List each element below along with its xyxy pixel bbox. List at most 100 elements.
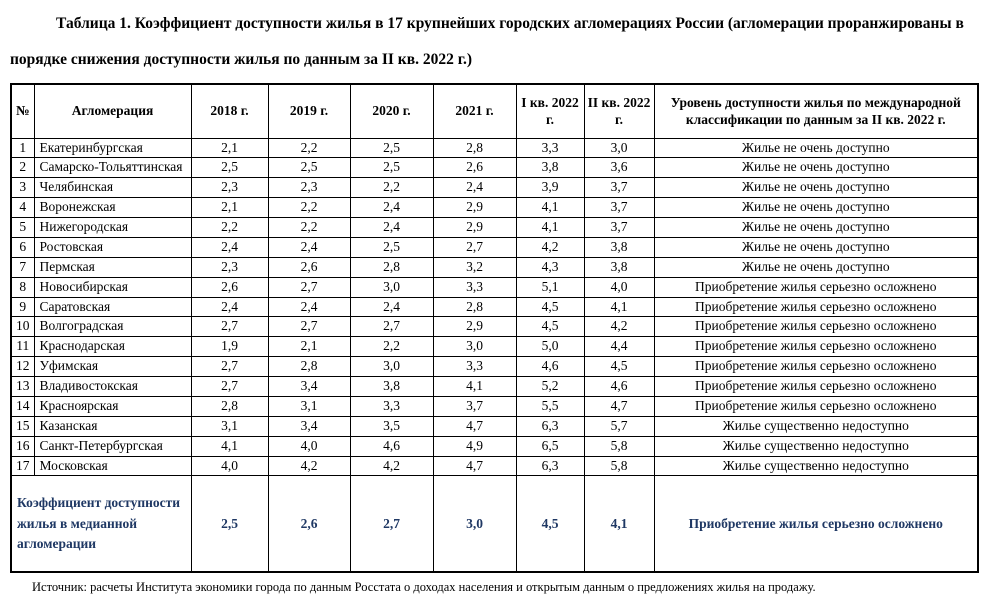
availability-level: Жилье не очень доступно bbox=[653, 137, 979, 159]
table-row: 2 Самарско-Тольяттинская 2,5 2,5 2,5 2,6 3,8 3,… bbox=[10, 157, 979, 179]
coefficient-value: 3,2 bbox=[432, 256, 517, 278]
coefficient-value: 3,0 bbox=[349, 276, 434, 298]
coefficient-value: 2,5 bbox=[190, 157, 269, 179]
row-number: 4 bbox=[10, 197, 35, 218]
column-header: № bbox=[10, 83, 35, 139]
coefficient-value: 2,8 bbox=[267, 356, 351, 377]
row-number: 13 bbox=[10, 376, 35, 397]
coefficient-value: 2,7 bbox=[190, 316, 269, 338]
column-header: I кв. 2022 г. bbox=[515, 83, 585, 139]
availability-level: Приобретение жилья серьезно осложнено bbox=[653, 296, 979, 318]
coefficient-value: 3,9 bbox=[515, 177, 585, 199]
coefficient-value: 2,2 bbox=[349, 336, 434, 358]
row-number: 11 bbox=[10, 336, 35, 358]
agglomeration-name: Санкт-Петербургская bbox=[33, 435, 192, 457]
coefficient-value: 3,3 bbox=[432, 276, 517, 298]
agglomeration-name: Саратовская bbox=[33, 296, 192, 318]
table-row: 16 Санкт-Петербургская 4,1 4,0 4,6 4,9 6,5 5,8 Ж… bbox=[10, 435, 979, 457]
coefficient-value: 3,1 bbox=[267, 395, 351, 417]
coefficient-value: 4,4 bbox=[583, 336, 655, 358]
coefficient-value: 3,8 bbox=[583, 256, 655, 278]
coefficient-value: 5,1 bbox=[515, 276, 585, 298]
availability-level: Жилье существенно недоступно bbox=[653, 435, 979, 457]
row-number: 15 bbox=[10, 415, 35, 437]
coefficient-value: 6,3 bbox=[515, 415, 585, 437]
coefficient-value: 4,7 bbox=[583, 395, 655, 417]
coefficient-value: 3,3 bbox=[432, 356, 517, 377]
coefficient-value: 1,9 bbox=[190, 336, 269, 358]
row-number: 9 bbox=[10, 296, 35, 318]
coefficient-value: 2,2 bbox=[349, 177, 434, 199]
coefficient-value: 2,8 bbox=[432, 137, 517, 159]
coefficient-value: 2,3 bbox=[267, 177, 351, 199]
coefficient-value: 4,6 bbox=[583, 376, 655, 397]
row-number: 5 bbox=[10, 217, 35, 238]
table-row: 6 Ростовская 2,4 2,4 2,5 2,7 4,2 3,8 Жилье не оч… bbox=[10, 236, 979, 258]
availability-level: Приобретение жилья серьезно осложнено bbox=[653, 316, 979, 338]
table-row: 4 Воронежская 2,1 2,2 2,4 2,9 4,1 3,7 Жилье не о… bbox=[10, 197, 979, 218]
row-number: 6 bbox=[10, 236, 35, 258]
coefficient-value: 2,7 bbox=[267, 316, 351, 338]
coefficient-value: 2,7 bbox=[432, 236, 517, 258]
table-row: 8 Новосибирская 2,6 2,7 3,0 3,3 5,1 4,0 Приобрет… bbox=[10, 276, 979, 298]
availability-level: Жилье не очень доступно bbox=[653, 197, 979, 218]
coefficient-value: 2,6 bbox=[190, 276, 269, 298]
coefficient-value: 2,4 bbox=[432, 177, 517, 199]
agglomeration-name: Уфимская bbox=[33, 356, 192, 377]
availability-level: Приобретение жилья серьезно осложнено bbox=[653, 395, 979, 417]
coefficient-value: 3,8 bbox=[349, 376, 434, 397]
table-row: 5 Нижегородская 2,2 2,2 2,4 2,9 4,1 3,7 Жилье не… bbox=[10, 217, 979, 238]
coefficient-value: 3,0 bbox=[349, 356, 434, 377]
availability-level: Приобретение жилья серьезно осложнено bbox=[653, 356, 979, 377]
coefficient-value: 2,2 bbox=[267, 197, 351, 218]
table-body: 1 Екатеринбургская 2,1 2,2 2,5 2,8 3,3 3,0 Жилье… bbox=[10, 137, 979, 573]
coefficient-value: 4,9 bbox=[432, 435, 517, 457]
coefficient-value: 4,6 bbox=[349, 435, 434, 457]
coefficient-value: 2,5 bbox=[349, 137, 434, 159]
coefficient-value: 3,4 bbox=[267, 415, 351, 437]
summary-coefficient-value: 3,0 bbox=[432, 475, 517, 573]
column-header: 2018 г. bbox=[190, 83, 269, 139]
coefficient-value: 4,6 bbox=[515, 356, 585, 377]
agglomeration-name: Казанская bbox=[33, 415, 192, 437]
column-header: 2020 г. bbox=[349, 83, 434, 139]
coefficient-value: 4,0 bbox=[583, 276, 655, 298]
availability-level: Жилье существенно недоступно bbox=[653, 455, 979, 477]
coefficient-value: 3,8 bbox=[515, 157, 585, 179]
coefficient-value: 3,7 bbox=[583, 177, 655, 199]
agglomeration-name: Челябинская bbox=[33, 177, 192, 199]
agglomeration-name: Воронежская bbox=[33, 197, 192, 218]
agglomeration-name: Самарско-Тольяттинская bbox=[33, 157, 192, 179]
coefficient-value: 3,7 bbox=[583, 197, 655, 218]
coefficient-value: 4,1 bbox=[583, 296, 655, 318]
coefficient-value: 5,0 bbox=[515, 336, 585, 358]
row-number: 10 bbox=[10, 316, 35, 338]
coefficient-value: 6,5 bbox=[515, 435, 585, 457]
coefficient-value: 2,2 bbox=[267, 137, 351, 159]
coefficient-value: 4,2 bbox=[349, 455, 434, 477]
table-header-row: № Агломерация 2018 г. 2019 г. 2020 г. 2021 г.… bbox=[10, 83, 979, 139]
coefficient-value: 2,8 bbox=[349, 256, 434, 278]
coefficient-value: 6,3 bbox=[515, 455, 585, 477]
coefficient-value: 2,4 bbox=[267, 236, 351, 258]
summary-row: Коэффициент доступности жилья в медианно… bbox=[10, 475, 979, 573]
column-header: II кв. 2022 г. bbox=[583, 83, 655, 139]
coefficient-value: 3,5 bbox=[349, 415, 434, 437]
coefficient-value: 2,2 bbox=[267, 217, 351, 238]
column-header: 2021 г. bbox=[432, 83, 517, 139]
coefficient-value: 2,4 bbox=[349, 217, 434, 238]
availability-level: Приобретение жилья серьезно осложнено bbox=[653, 376, 979, 397]
coefficient-value: 2,7 bbox=[267, 276, 351, 298]
table-row: 3 Челябинская 2,3 2,3 2,2 2,4 3,9 3,7 Жилье не о… bbox=[10, 177, 979, 199]
coefficient-value: 2,7 bbox=[190, 356, 269, 377]
agglomeration-name: Владивостокская bbox=[33, 376, 192, 397]
table-row: 13 Владивостокская 2,7 3,4 3,8 4,1 5,2 4,6 Приоб… bbox=[10, 376, 979, 397]
availability-level: Жилье не очень доступно bbox=[653, 256, 979, 278]
coefficient-value: 3,4 bbox=[267, 376, 351, 397]
coefficient-value: 2,7 bbox=[349, 316, 434, 338]
coefficient-value: 4,1 bbox=[515, 217, 585, 238]
coefficient-value: 2,2 bbox=[190, 217, 269, 238]
coefficient-value: 4,0 bbox=[190, 455, 269, 477]
coefficient-value: 4,1 bbox=[515, 197, 585, 218]
